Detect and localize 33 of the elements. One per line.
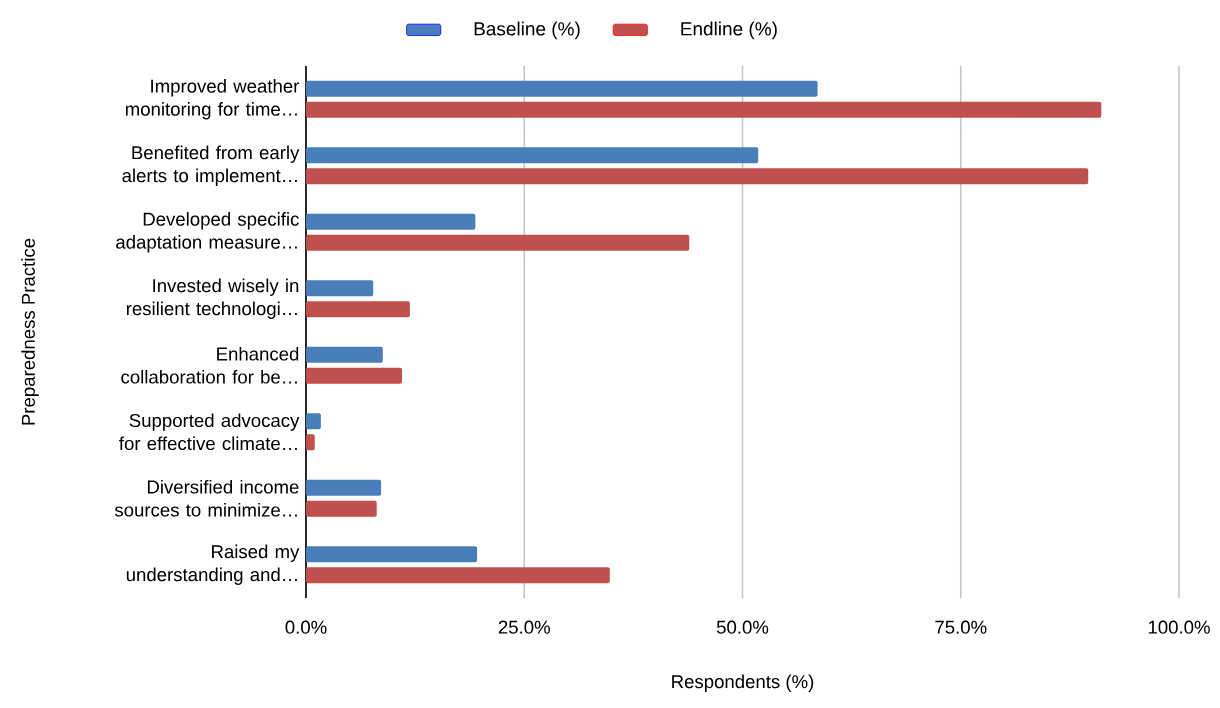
bar	[306, 367, 403, 384]
bar	[306, 168, 1089, 185]
bar	[306, 434, 315, 451]
bar	[306, 567, 610, 584]
x-tick-label: 0.0%	[285, 620, 327, 634]
y-axis-title: Preparedness Practice	[21, 238, 39, 425]
y-tick-label: Enhanced collaboration for be…	[121, 346, 299, 384]
y-tick-label: Raised my understanding and…	[126, 544, 300, 585]
bar	[306, 413, 321, 430]
bar	[306, 546, 478, 563]
bar	[306, 147, 759, 164]
y-tick-label: Invested wisely in resilient technologi…	[126, 278, 299, 319]
y-tick-label: Improved weather monitoring for time…	[125, 79, 300, 120]
y-tick-label: Supported advocacy for effective climate…	[119, 413, 300, 451]
y-tick-label: Developed specific adaptation measure…	[116, 212, 299, 253]
bar	[306, 346, 383, 363]
x-tick-label: 50.0%	[716, 620, 769, 634]
bar	[306, 280, 374, 297]
y-tick-label: Benefited from early alerts to implement…	[122, 145, 300, 186]
bar	[306, 234, 690, 251]
bar	[306, 500, 377, 517]
bar	[306, 101, 1102, 118]
bar	[306, 213, 476, 230]
x-tick-label: 100.0%	[1148, 620, 1210, 634]
y-tick-label: Diversified income sources to minimize…	[114, 479, 299, 517]
bar	[306, 301, 410, 318]
x-tick-label: 75.0%	[935, 620, 987, 634]
legend-label: Baseline (%)	[474, 21, 580, 40]
legend-label: Endline (%)	[681, 21, 777, 40]
bar	[306, 479, 382, 496]
x-axis-title: Respondents (%)	[672, 674, 814, 692]
x-tick-label: 25.0%	[498, 620, 550, 634]
bar	[306, 80, 818, 97]
